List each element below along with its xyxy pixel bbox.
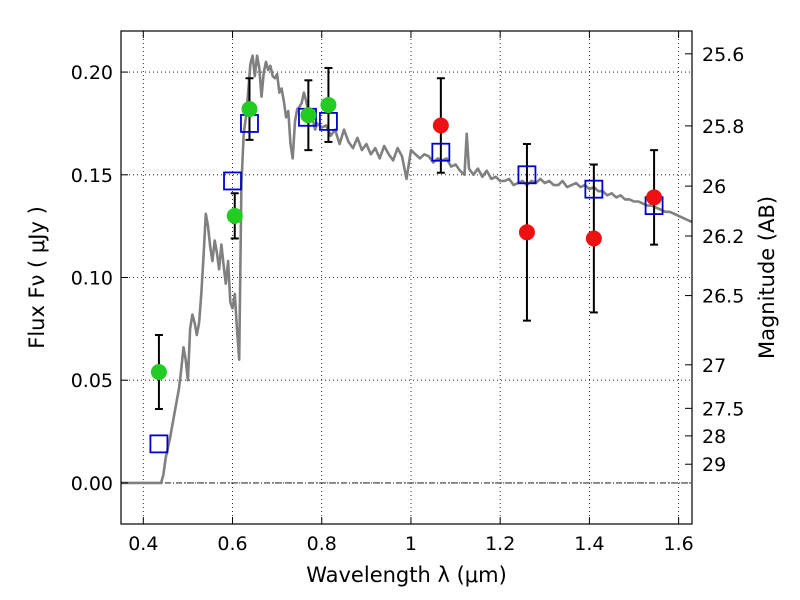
magnitude-tick-label: 26.2 [702, 226, 744, 248]
y-tick-label: 0.00 [71, 473, 113, 495]
magnitude-tick-label: 26.5 [702, 286, 744, 308]
observed-flux-point [585, 230, 602, 247]
model-flux-square [431, 142, 451, 162]
magnitude-axis-ticks: 25.6 25.8 26 26.2 26.5 27 27.5 28 29 [685, 44, 744, 476]
magnitude-tick-label: 25.6 [702, 44, 744, 66]
observed-flux-point [300, 107, 317, 124]
magnitude-tick-label: 29 [702, 454, 726, 476]
observed-flux-point [432, 117, 449, 134]
x-tick-label: 0.4 [128, 533, 158, 555]
x-tick-label: 0.6 [217, 533, 247, 555]
y-tick-label: 0.15 [71, 165, 113, 187]
observed-flux-point [241, 101, 258, 118]
observed-flux-point [518, 224, 535, 241]
observed-flux-point [226, 207, 243, 224]
magnitude-tick-label: 27 [702, 355, 726, 377]
x-tick-label: 0.8 [307, 533, 337, 555]
observed-flux-point [320, 96, 337, 113]
plot-area [121, 54, 693, 485]
y-tick-label: 0.05 [71, 370, 113, 392]
magnitude-tick-label: 28 [702, 426, 726, 448]
observed-flux-point [646, 189, 663, 206]
x-tick-label: 1.2 [485, 533, 515, 555]
x-axis-ticks: 0.4 0.6 0.8 1 1.2 1.4 1.6 [128, 31, 694, 555]
model-flux-square [149, 434, 169, 454]
model-flux-square [517, 165, 537, 185]
model-flux-square [223, 171, 242, 191]
magnitude-tick-label: 26 [702, 176, 726, 198]
y-tick-label: 0.10 [71, 268, 113, 290]
y-axis-ticks: 0.00 0.05 0.10 0.15 0.20 [71, 62, 128, 495]
observed-flux-point [150, 363, 167, 380]
x-tick-label: 1.6 [664, 533, 694, 555]
y-tick-label: 0.20 [71, 62, 113, 84]
magnitude-axis-title: Magnitude (AB) [755, 196, 779, 359]
model-flux-square [584, 179, 604, 199]
x-axis-title: Wavelength λ (μm) [306, 563, 507, 587]
magnitude-tick-label: 27.5 [702, 398, 744, 420]
y-axis-title: Flux Fν ( μJy ) [25, 206, 49, 349]
x-tick-label: 1.4 [574, 533, 604, 555]
magnitude-tick-label: 25.8 [702, 116, 744, 138]
x-tick-label: 1 [405, 533, 417, 555]
model-spectrum-line [121, 54, 693, 485]
